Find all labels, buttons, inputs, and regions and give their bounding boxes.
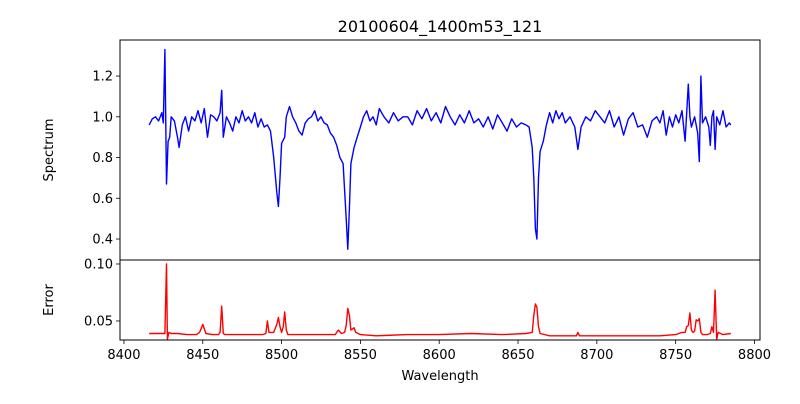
y-tick-label: 1.0 bbox=[92, 110, 113, 125]
y-tick-label: 0.4 bbox=[92, 233, 113, 248]
x-tick-label: 8550 bbox=[344, 348, 377, 363]
x-tick-label: 8500 bbox=[265, 348, 298, 363]
y-axis-label-error: Error bbox=[42, 284, 57, 316]
axes-frame-spectrum bbox=[119, 39, 761, 261]
x-axis-label: Wavelength bbox=[401, 369, 478, 384]
chart-title: 20100604_1400m53_121 bbox=[338, 17, 543, 37]
y-tick-label: 0.6 bbox=[92, 192, 113, 207]
axes-frame-error bbox=[119, 259, 761, 341]
y-axis-label-spectrum: Spectrum bbox=[42, 119, 57, 182]
x-tick-label: 8700 bbox=[580, 348, 613, 363]
series-line-error bbox=[149, 263, 731, 340]
y-tick-label: 0.05 bbox=[84, 314, 113, 329]
y-tick-label: 0.10 bbox=[84, 257, 113, 272]
x-tick-label: 8750 bbox=[659, 348, 692, 363]
x-tick-label: 8400 bbox=[107, 348, 140, 363]
x-tick-label: 8600 bbox=[423, 348, 456, 363]
series-line-spectrum bbox=[148, 48, 732, 250]
y-tick-label: 0.8 bbox=[92, 151, 113, 166]
x-tick-label: 8450 bbox=[186, 348, 219, 363]
x-tick-label: 8800 bbox=[738, 348, 771, 363]
y-tick-label: 1.2 bbox=[92, 70, 113, 85]
x-tick-label: 8650 bbox=[501, 348, 534, 363]
